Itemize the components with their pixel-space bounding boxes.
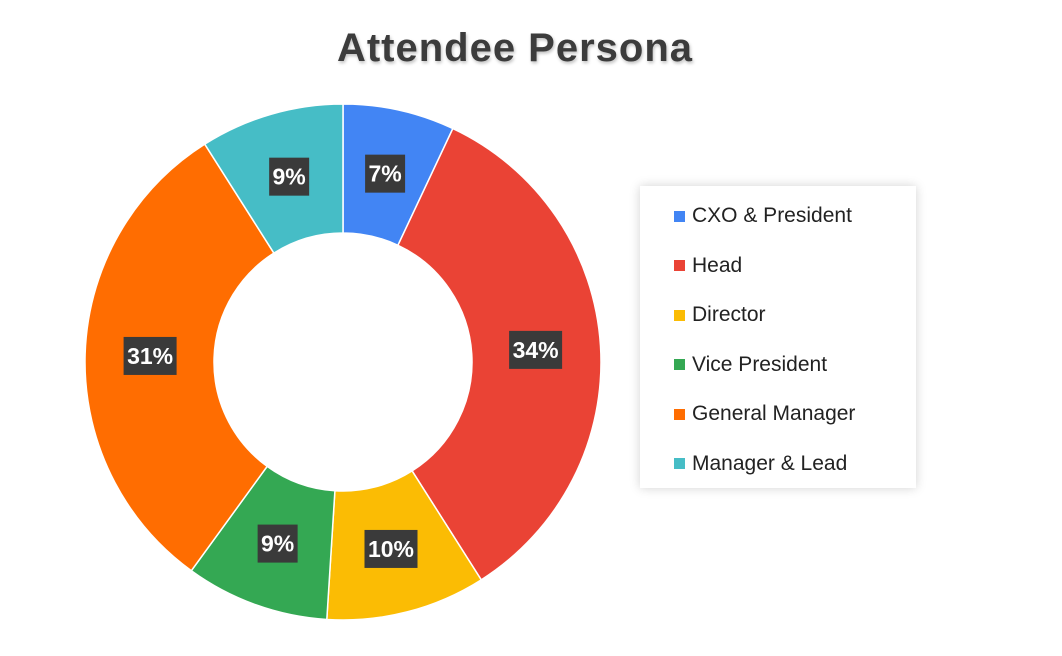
legend-label: Head bbox=[692, 253, 743, 277]
data-label-box bbox=[257, 524, 298, 563]
legend-item: General Manager bbox=[674, 402, 855, 426]
data-label-text: 10% bbox=[368, 536, 414, 562]
legend-item: CXO & President bbox=[674, 204, 852, 228]
data-label: 10% bbox=[364, 529, 418, 568]
legend-swatch bbox=[674, 408, 685, 420]
data-label: 7% bbox=[365, 154, 406, 193]
data-label-text: 31% bbox=[127, 343, 173, 369]
legend: CXO & President Head Director Vice Presiden… bbox=[640, 186, 916, 488]
donut-chart: 7% 34% 10% 9% 31% 9% bbox=[84, 103, 602, 621]
legend-label: Director bbox=[692, 303, 766, 326]
data-label-box bbox=[364, 529, 418, 568]
data-label-box bbox=[123, 336, 177, 375]
legend-swatch bbox=[674, 210, 685, 222]
legend-label: General Manager bbox=[692, 402, 856, 425]
legend-swatch bbox=[674, 309, 685, 321]
legend-swatch bbox=[674, 260, 685, 271]
data-label: 31% bbox=[123, 336, 177, 375]
data-label-text: 34% bbox=[513, 337, 559, 363]
legend-label: CXO & President bbox=[692, 204, 852, 227]
data-label-text: 9% bbox=[261, 531, 294, 557]
legend-label: Vice President bbox=[692, 352, 828, 376]
data-label: 9% bbox=[257, 524, 298, 563]
legend-swatch bbox=[674, 458, 685, 469]
legend-item: Director bbox=[674, 303, 766, 327]
slice-general-manager bbox=[84, 143, 275, 572]
data-label-box bbox=[509, 330, 563, 369]
slice-head bbox=[396, 127, 602, 581]
data-label: 34% bbox=[509, 330, 563, 369]
chart-title: Attendee Persona bbox=[336, 26, 694, 70]
legend-item: Manager & Lead bbox=[674, 452, 847, 476]
legend-swatch bbox=[674, 359, 685, 370]
data-label-text: 7% bbox=[368, 161, 401, 187]
legend-item: Head bbox=[674, 254, 742, 278]
data-label-box bbox=[365, 154, 406, 193]
data-label-text: 9% bbox=[273, 164, 306, 190]
legend-item: Vice President bbox=[674, 353, 827, 377]
legend-label: Manager & Lead bbox=[692, 451, 848, 475]
data-label: 9% bbox=[269, 157, 310, 196]
data-label-box bbox=[269, 157, 310, 196]
